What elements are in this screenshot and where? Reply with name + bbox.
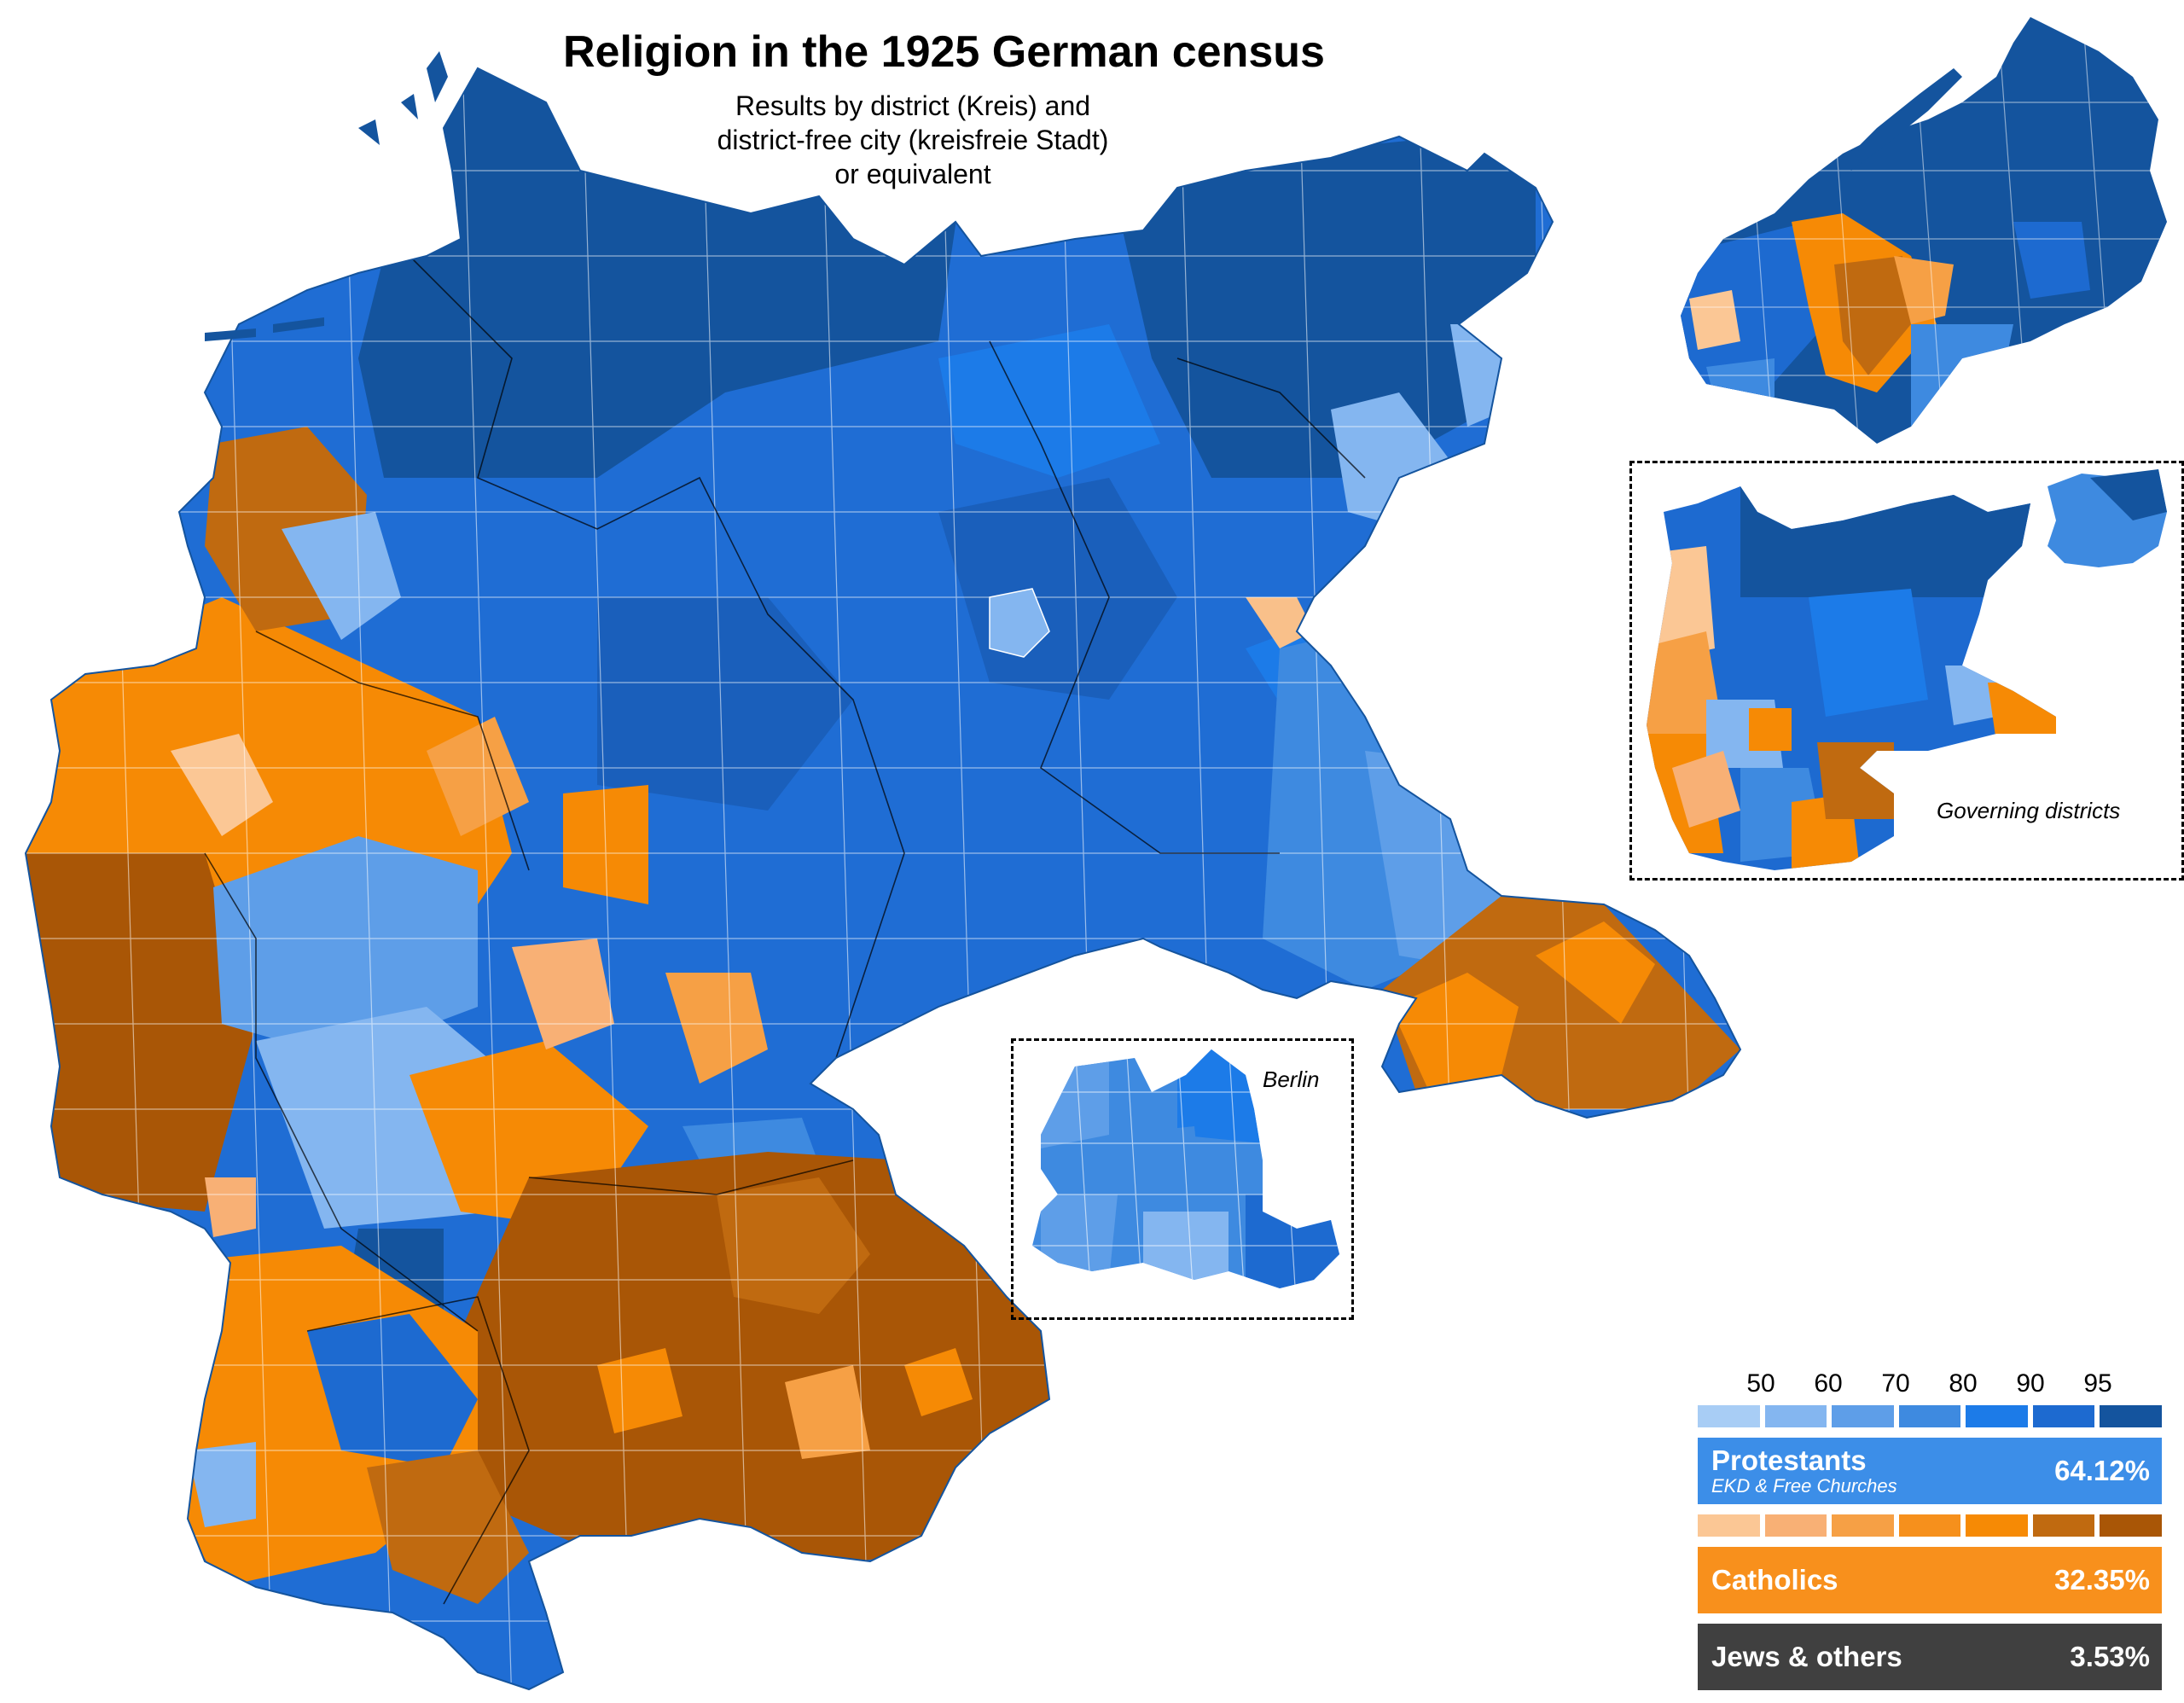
subtitle-line-2: district-free city (kreisfreie Stadt) [717, 125, 1109, 155]
catholics-bar: Catholics 32.35% [1698, 1547, 2162, 1613]
catholic-swatch-5 [1966, 1514, 2028, 1537]
legend: 50 60 70 80 90 95 Protestants EKD & Free… [1698, 1369, 2163, 1700]
protestant-swatch-3 [1832, 1405, 1894, 1427]
protestant-swatch-4 [1898, 1405, 1961, 1427]
state-borders [204, 255, 1366, 1605]
scale-tick-90: 90 [2016, 1369, 2045, 1398]
scale-tick-70: 70 [1881, 1369, 1910, 1398]
map-subtitle: Results by district (Kreis) and district… [665, 89, 1160, 191]
catholics-label: Catholics [1711, 1564, 1838, 1595]
scale-tick-80: 80 [1949, 1369, 1978, 1398]
protestants-sublabel: EKD & Free Churches [1711, 1475, 1897, 1497]
protestants-percent: 64.12% [2054, 1455, 2150, 1486]
berlin-inset-label: Berlin [1263, 1067, 1320, 1092]
curonian-spit [1843, 68, 1962, 171]
catholics-percent: 32.35% [2054, 1564, 2150, 1595]
subtitle-line-3: or equivalent [834, 159, 991, 189]
catholic-swatch-6 [2032, 1514, 2095, 1537]
governing-districts-label: Governing districts [1937, 798, 2121, 823]
catholic-swatch-7 [2100, 1514, 2163, 1537]
catholic-swatch-4 [1898, 1514, 1961, 1537]
protestant-scale-swatches [1698, 1405, 2163, 1427]
scale-tick-60: 60 [1814, 1369, 1843, 1398]
scale-tick-50: 50 [1746, 1369, 1775, 1398]
berlin-patch [989, 588, 1050, 658]
protestants-label: Protestants [1711, 1444, 1867, 1476]
others-bar: Jews & others 3.53% [1698, 1624, 2162, 1690]
east-frisian-islands [205, 317, 324, 341]
protestants-bar: Protestants EKD & Free Churches 64.12% [1698, 1438, 2162, 1504]
protestant-swatch-7 [2100, 1405, 2163, 1427]
governing-districts-frame [1629, 461, 2184, 881]
protestant-swatch-1 [1698, 1405, 1760, 1427]
legend-scale-labels: 50 60 70 80 90 95 [1698, 1369, 2162, 1405]
title-block: Religion in the 1925 German census Resul… [563, 26, 1325, 191]
others-label: Jews & others [1711, 1641, 1902, 1672]
catholic-swatch-2 [1764, 1514, 1827, 1537]
subtitle-line-1: Results by district (Kreis) and [735, 90, 1091, 121]
others-percent: 3.53% [2070, 1641, 2150, 1672]
protestant-swatch-6 [2032, 1405, 2095, 1427]
catholic-scale-swatches [1698, 1514, 2163, 1537]
catholic-swatch-1 [1698, 1514, 1760, 1537]
catholic-swatch-3 [1832, 1514, 1894, 1537]
north-frisian-islands [358, 51, 448, 145]
protestant-swatch-5 [1966, 1405, 2028, 1427]
berlin-inset-frame [1011, 1038, 1354, 1320]
protestant-swatch-2 [1764, 1405, 1827, 1427]
map-title: Religion in the 1925 German census [563, 27, 1325, 77]
scale-tick-95: 95 [2083, 1369, 2112, 1398]
